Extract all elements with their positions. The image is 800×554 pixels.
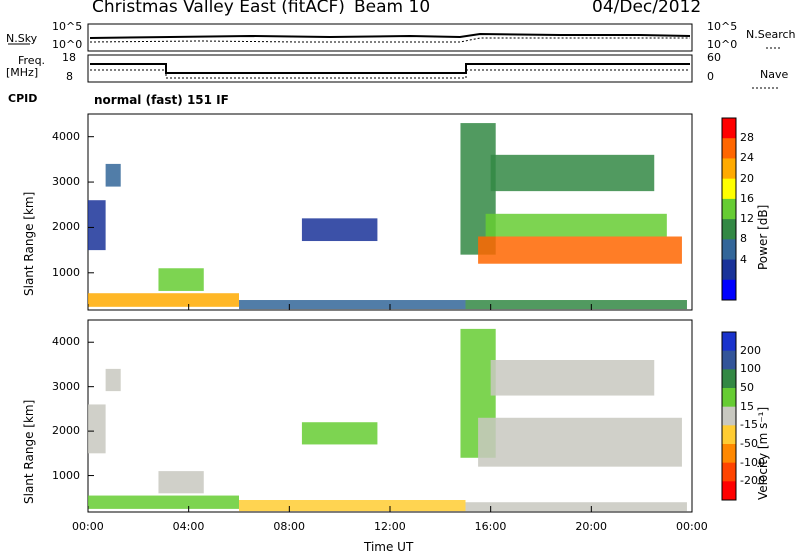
data-region: [478, 417, 682, 467]
data-region: [485, 213, 667, 237]
data-region: [465, 300, 687, 310]
nsearch-label: N.Search: [746, 28, 796, 41]
power-scale-swatch: [722, 158, 736, 180]
noise-tick-bottom-right: 10^0: [707, 38, 738, 51]
date-label: 04/Dec/2012: [592, 0, 702, 17]
y-tick-label: 2000: [52, 220, 80, 234]
nave-label: Nave: [760, 68, 789, 81]
power-scale-tick: 28: [740, 131, 754, 145]
freq-unit-label: [MHz]: [6, 66, 39, 79]
freq-panel-frame: [87, 54, 693, 83]
velocity-scale-swatch: [722, 350, 736, 370]
power-scale-swatch: [722, 239, 736, 261]
velocity-scale-tick: -50: [740, 437, 758, 450]
data-region: [490, 360, 655, 396]
freq-tick-top: 18: [62, 51, 76, 64]
y-tick-label: 4000: [52, 335, 80, 349]
power-scale-swatch: [722, 178, 736, 200]
velocity-scale-swatch: [722, 481, 736, 501]
power-scale-swatch: [722, 219, 736, 240]
y-tick-label: 3000: [52, 379, 80, 393]
status-panels: [8, 23, 780, 89]
velocity-scale-tick: 50: [740, 381, 754, 394]
power-scale-tick: 20: [740, 171, 754, 185]
noise-tick-top-right: 10^5: [707, 20, 738, 33]
data-region: [301, 218, 378, 242]
cpid-text: normal (fast) 151 IF: [94, 93, 229, 107]
data-region: [88, 495, 239, 509]
x-axis-label: Time UT: [364, 540, 414, 554]
data-region: [239, 300, 466, 310]
data-region: [158, 268, 204, 291]
station-title: Christmas Valley East (fitACF): [92, 0, 345, 17]
power-scale-swatch: [722, 138, 736, 159]
velocity-scale-tick: -100: [740, 455, 765, 469]
noise-tick-top-left: 10^5: [52, 20, 83, 33]
power-scale-swatch: [722, 259, 736, 281]
noise-panel-frame: [87, 23, 693, 52]
velocity-scale-tick: 100: [740, 362, 761, 376]
power-scale-tick: 24: [740, 151, 754, 165]
data-region: [478, 236, 682, 264]
y-tick-label: 1000: [52, 265, 80, 279]
nave-tick-bottom: 0: [707, 70, 714, 83]
data-region: [465, 502, 687, 512]
x-tick-label: 00:00: [676, 520, 708, 533]
data-region: [88, 404, 106, 454]
data-region: [239, 500, 466, 512]
velocity-scale-swatch: [722, 425, 736, 445]
nsky-label: N.Sky: [6, 32, 38, 45]
y-tick-label: 1000: [52, 468, 80, 482]
x-tick-label: 12:00: [374, 520, 406, 533]
power-scale-tick: 12: [740, 212, 754, 226]
velocity-scale-frame: [721, 331, 737, 501]
velocity-scale-swatch: [722, 444, 736, 464]
data-region: [88, 293, 239, 307]
velocity-scale-swatch: [722, 369, 736, 389]
data-region: [105, 368, 121, 392]
power-scale-tick: 8: [740, 232, 747, 246]
nsky-trace: [89, 32, 691, 39]
nave-tick-top: 60: [707, 51, 721, 64]
x-tick-label: 00:00: [72, 520, 104, 533]
power-scale-label: Power [dB]: [756, 204, 770, 270]
y-tick-label: 2000: [52, 424, 80, 438]
x-tick-label: 20:00: [575, 520, 608, 533]
noise-tick-bottom-left: 10^0: [52, 38, 83, 51]
power-scale-frame: [721, 117, 737, 301]
y-tick-label: 3000: [52, 175, 80, 189]
velocity-y-axis-label: Slant Range [km]: [22, 399, 36, 504]
data-region: [301, 422, 378, 445]
velocity-scale-swatch: [722, 388, 736, 408]
velocity-scale-swatch: [722, 462, 736, 482]
data-region: [158, 471, 204, 494]
velocity-scale-tick: -200: [740, 474, 765, 488]
y-tick-label: 4000: [52, 129, 80, 143]
power-scale-swatch: [722, 118, 736, 139]
power-scale-swatch: [722, 198, 736, 220]
velocity-scale-tick: 200: [740, 343, 761, 357]
data-region: [88, 200, 106, 251]
x-tick-label: 08:00: [273, 520, 306, 533]
freq-trace: [90, 63, 690, 74]
power-scale-swatch: [722, 279, 736, 301]
velocity-scale-swatch: [722, 406, 736, 426]
power-y-axis-label: Slant Range [km]: [22, 191, 36, 296]
x-tick-label: 04:00: [172, 520, 205, 533]
data-region: [105, 163, 121, 187]
velocity-scale-tick: -15: [740, 418, 758, 432]
power-scale-tick: 4: [740, 252, 747, 266]
x-tick-label: 16:00: [474, 520, 507, 533]
nsearch-trace: [89, 37, 690, 43]
velocity-scale-tick: 15: [740, 399, 754, 413]
power-scale-tick: 16: [740, 191, 754, 205]
beam-label: Beam 10: [354, 0, 431, 17]
freq-label: Freq.: [18, 54, 46, 67]
cpid-label: CPID: [8, 92, 38, 105]
velocity-scale-swatch: [722, 332, 736, 352]
nave-trace: [90, 69, 690, 79]
freq-tick-bottom: 8: [66, 70, 73, 83]
data-region: [490, 154, 655, 192]
